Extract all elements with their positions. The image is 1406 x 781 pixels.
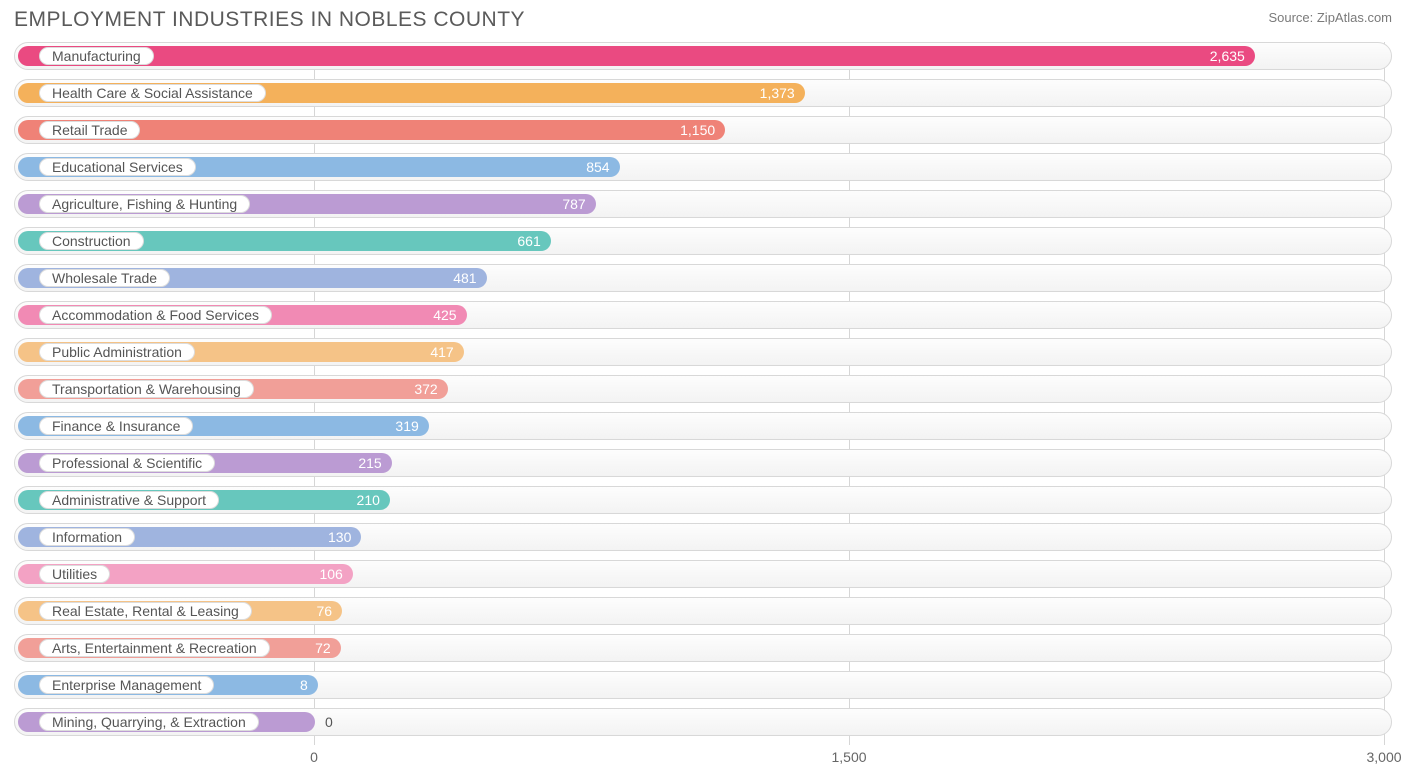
bar-track: Administrative & Support 210 xyxy=(14,486,1392,514)
bar-label: Accommodation & Food Services xyxy=(39,306,272,324)
bar-label: Health Care & Social Assistance xyxy=(39,84,266,102)
bar-value: 425 xyxy=(433,302,456,328)
bar-value: 2,635 xyxy=(1210,43,1245,69)
bar-value: 661 xyxy=(517,228,540,254)
bar-value: 0 xyxy=(325,709,333,735)
bar-value: 372 xyxy=(414,376,437,402)
bar-value: 210 xyxy=(357,487,380,513)
bar-value: 319 xyxy=(395,413,418,439)
bar-label: Mining, Quarrying, & Extraction xyxy=(39,713,259,731)
chart-title: EMPLOYMENT INDUSTRIES IN NOBLES COUNTY xyxy=(14,8,525,32)
chart-source: Source: ZipAtlas.com xyxy=(1268,10,1392,25)
bar-track: Public Administration 417 xyxy=(14,338,1392,366)
bar-value: 1,373 xyxy=(760,80,795,106)
bar-value: 854 xyxy=(586,154,609,180)
bar-track: Manufacturing 2,635 xyxy=(14,42,1392,70)
bar-label: Information xyxy=(39,528,135,546)
bar-track: Mining, Quarrying, & Extraction 0 xyxy=(14,708,1392,736)
bar-track: Accommodation & Food Services 425 xyxy=(14,301,1392,329)
bar-value: 76 xyxy=(317,598,333,624)
bar-track: Professional & Scientific 215 xyxy=(14,449,1392,477)
bar-track: Enterprise Management 8 xyxy=(14,671,1392,699)
bar-track: Finance & Insurance 319 xyxy=(14,412,1392,440)
bar-track: Information 130 xyxy=(14,523,1392,551)
bar-track: Utilities 106 xyxy=(14,560,1392,588)
bar-label: Retail Trade xyxy=(39,121,140,139)
bar-track: Real Estate, Rental & Leasing 76 xyxy=(14,597,1392,625)
bar-value: 1,150 xyxy=(680,117,715,143)
chart-area: Manufacturing 2,635 Health Care & Social A… xyxy=(14,42,1392,767)
bar-track: Wholesale Trade 481 xyxy=(14,264,1392,292)
bar-value: 417 xyxy=(430,339,453,365)
bar-value: 481 xyxy=(453,265,476,291)
bar-label: Finance & Insurance xyxy=(39,417,193,435)
bar-track: Educational Services 854 xyxy=(14,153,1392,181)
axis-tick: 3,000 xyxy=(1366,749,1401,765)
chart-header: EMPLOYMENT INDUSTRIES IN NOBLES COUNTY S… xyxy=(14,8,1392,32)
x-axis: 01,5003,000 xyxy=(14,745,1392,767)
bar-value: 106 xyxy=(319,561,342,587)
bar-track: Transportation & Warehousing 372 xyxy=(14,375,1392,403)
bar-label: Educational Services xyxy=(39,158,196,176)
bar-label: Utilities xyxy=(39,565,110,583)
bar-label: Enterprise Management xyxy=(39,676,214,694)
bar-track: Arts, Entertainment & Recreation 72 xyxy=(14,634,1392,662)
bar-track: Health Care & Social Assistance 1,373 xyxy=(14,79,1392,107)
bar-label: Manufacturing xyxy=(39,47,154,65)
bar-track: Agriculture, Fishing & Hunting 787 xyxy=(14,190,1392,218)
bar-track: Construction 661 xyxy=(14,227,1392,255)
bar-value: 787 xyxy=(562,191,585,217)
bars-container: Manufacturing 2,635 Health Care & Social A… xyxy=(14,42,1392,736)
bar-track: Retail Trade 1,150 xyxy=(14,116,1392,144)
axis-tick: 0 xyxy=(310,749,318,765)
bar-label: Arts, Entertainment & Recreation xyxy=(39,639,270,657)
axis-tick: 1,500 xyxy=(831,749,866,765)
bar-label: Construction xyxy=(39,232,144,250)
bar-label: Agriculture, Fishing & Hunting xyxy=(39,195,250,213)
bar-fill xyxy=(18,46,1255,66)
bar-label: Professional & Scientific xyxy=(39,454,215,472)
bar-label: Administrative & Support xyxy=(39,491,219,509)
bar-value: 72 xyxy=(315,635,331,661)
bar-value: 215 xyxy=(358,450,381,476)
bar-label: Transportation & Warehousing xyxy=(39,380,254,398)
bar-value: 8 xyxy=(300,672,308,698)
bar-label: Real Estate, Rental & Leasing xyxy=(39,602,252,620)
bar-label: Public Administration xyxy=(39,343,195,361)
bar-value: 130 xyxy=(328,524,351,550)
bar-label: Wholesale Trade xyxy=(39,269,170,287)
